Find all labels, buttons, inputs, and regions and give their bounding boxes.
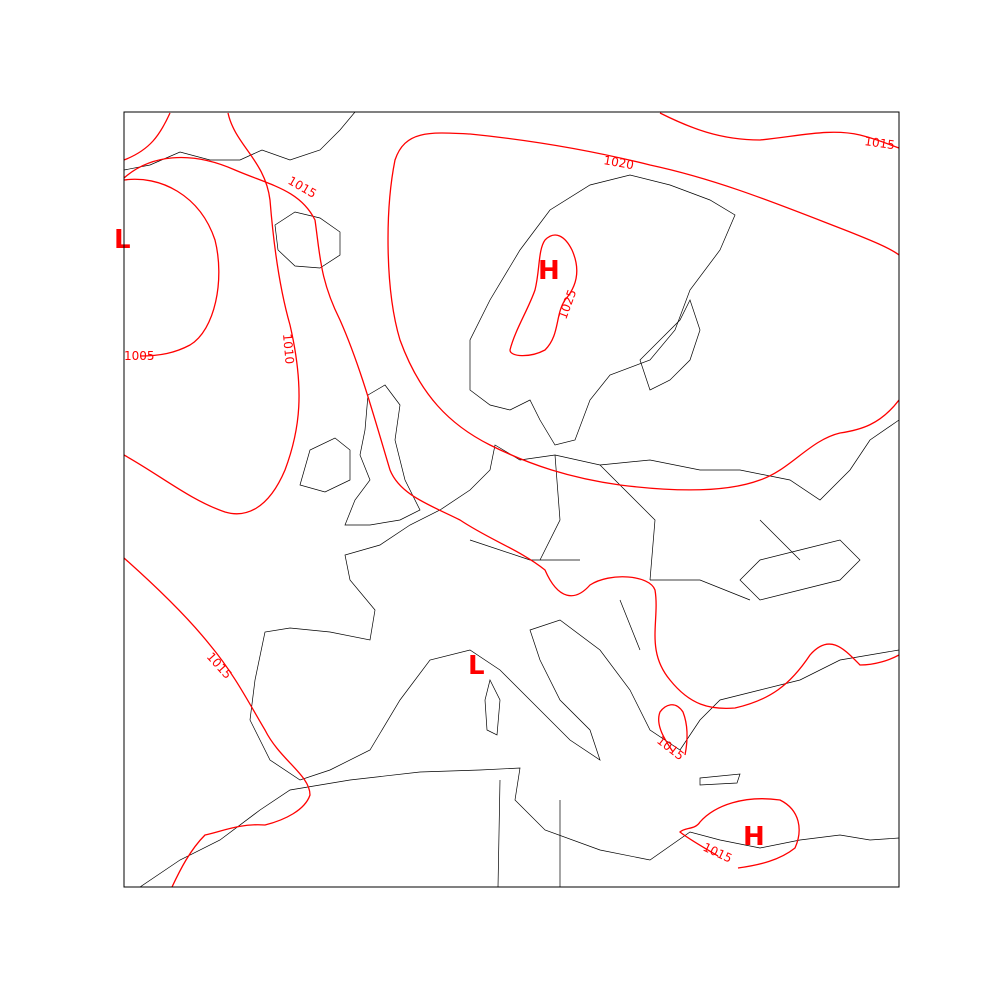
isobar-label-1015-greece: 1015	[654, 733, 687, 763]
isobar-1015-sw	[124, 557, 311, 887]
map-frame	[123, 111, 900, 888]
isobar-1010-west	[124, 112, 300, 515]
isobar-1020	[387, 132, 899, 491]
isobar-label-1015-sw: 1015	[204, 650, 235, 682]
pressure-systems: L H L H	[114, 225, 765, 852]
coastlines	[124, 112, 899, 887]
isobar-label-1010: 1010	[280, 333, 297, 365]
low-pressure-mediterranean: L	[468, 651, 485, 681]
isobar-label-1020: 1020	[602, 153, 635, 172]
isobar-1015-north	[124, 112, 899, 710]
continent-coast	[249, 419, 899, 781]
isobar-label-1015-ne: 1015	[864, 134, 896, 152]
isobar-label-1015-north: 1015	[286, 173, 319, 200]
isobar-label-1025: 1025	[556, 288, 580, 321]
high-pressure-scandinavia: H	[538, 256, 560, 286]
isobar-1005-west	[124, 178, 220, 357]
isobar-1015-africa	[679, 798, 800, 869]
scandinavia-coast	[469, 174, 736, 446]
corsica-sardinia-coast	[484, 678, 501, 736]
high-pressure-africa: H	[743, 822, 765, 852]
isobars	[124, 112, 899, 887]
africa-coast	[139, 767, 899, 887]
ireland-coast	[299, 437, 351, 493]
finland-coast	[639, 299, 701, 391]
greenland-coast	[124, 112, 356, 171]
britain-coast	[344, 384, 421, 526]
isobar-1025	[509, 234, 578, 357]
iceland-coast	[274, 211, 341, 269]
isobar-1015-ne	[659, 112, 899, 149]
crete-coast	[699, 773, 741, 786]
isobar-labels: 1005 1010 1015 1020 1025 1015 1015 1015 …	[124, 134, 896, 866]
isobar-label-1005: 1005	[124, 349, 155, 363]
isobar-label-1015-africa: 1015	[701, 840, 735, 866]
isobar-1015-greece	[658, 704, 688, 756]
black-sea-coast	[739, 539, 861, 601]
low-pressure-atlantic: L	[114, 225, 131, 255]
